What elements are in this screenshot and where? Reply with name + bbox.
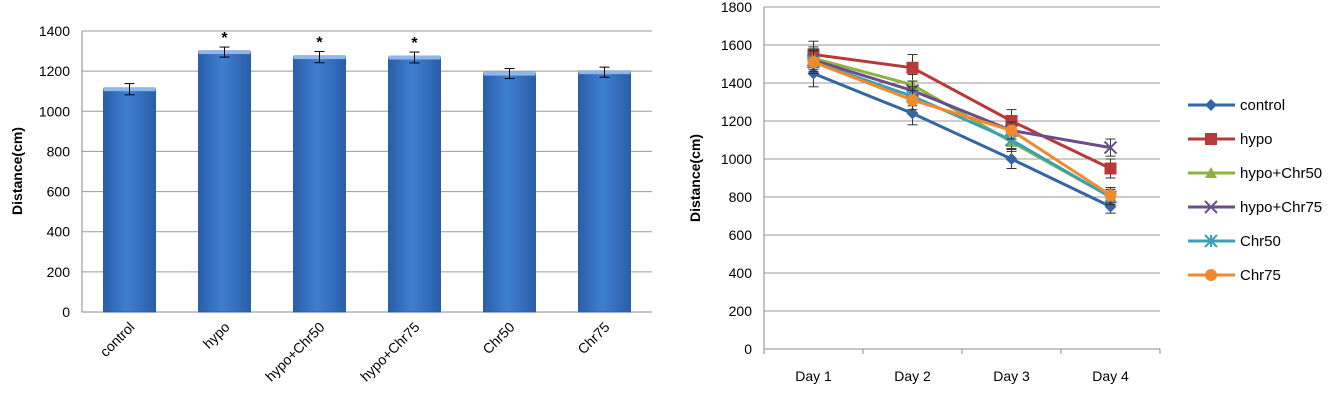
legend-item: hypo+Chr75: [1188, 199, 1322, 216]
line-y-tick-label: 1200: [721, 113, 752, 129]
bar-y-tick-label: 1000: [39, 103, 70, 119]
line-x-tick-label: Day 4: [1092, 368, 1129, 384]
line-x-tick-label: Day 2: [894, 368, 931, 384]
legend-marker: [1204, 234, 1218, 248]
data-point: [906, 94, 919, 107]
bar-x-tick-label: hypo: [200, 319, 233, 352]
series-hypo-chr75: [806, 48, 1118, 157]
legend-item: hypo: [1188, 131, 1273, 148]
legend-label: hypo+Chr75: [1240, 199, 1322, 216]
bar-x-tick-label: Chr75: [574, 319, 612, 357]
series-line: [812, 60, 1112, 197]
line-x-tick-label: Day 3: [993, 368, 1030, 384]
data-point: [1103, 140, 1118, 155]
significance-marker: *: [316, 34, 323, 51]
data-point: [1104, 200, 1117, 213]
legend-item: Chr75: [1188, 267, 1281, 284]
bar-y-tick-label: 800: [47, 143, 71, 159]
data-point: [807, 56, 820, 69]
series-line: [813, 58, 1111, 150]
significance-marker: *: [221, 30, 228, 47]
bar-chart: Distance(cm) 0 200 400 600 800 1000 1200 1400 co…: [9, 23, 652, 385]
line-y-tick-label: 1400: [721, 75, 752, 91]
bar-y-axis-title: Distance(cm): [9, 127, 25, 215]
bar-y-tick-label: 0: [62, 304, 70, 320]
bar-x-tick-label: hypo+Chr50: [262, 319, 328, 385]
data-point: [906, 61, 919, 74]
line-y-tick-label: 400: [729, 265, 753, 281]
bar: [103, 88, 156, 313]
line-chart: Distance(cm) 0 200 400 600 800 1000 1200 1400 16…: [687, 0, 1322, 384]
bar-x-tick-label: control: [97, 319, 138, 360]
line-y-tick-label: 800: [729, 189, 753, 205]
legend-marker: [1204, 200, 1218, 214]
legend-marker: [1205, 133, 1217, 145]
significance-marker: *: [411, 35, 418, 52]
bar-x-tick-label: Chr50: [479, 319, 517, 357]
bar: [388, 56, 441, 313]
bar: [483, 73, 536, 313]
bar-y-tick-label: 1200: [39, 63, 70, 79]
legend-label: Chr50: [1240, 233, 1281, 250]
legend-item: hypo+Chr50: [1188, 165, 1322, 182]
line-y-axis-title: Distance(cm): [687, 134, 703, 222]
data-point: [1005, 153, 1018, 165]
series-chr75: [807, 50, 1117, 204]
legend-label: control: [1240, 97, 1285, 114]
series-line: [812, 72, 1112, 208]
legend-label: hypo+Chr50: [1240, 165, 1322, 182]
line-y-tick-label: 600: [729, 227, 753, 243]
bar-y-tick-label: 400: [47, 224, 71, 240]
legend-marker: [1205, 167, 1217, 178]
legend-item: Chr50: [1188, 233, 1281, 250]
data-point: [1005, 115, 1018, 127]
bar: [578, 71, 631, 313]
legend-marker: [1205, 99, 1217, 111]
legend-label: Chr75: [1240, 267, 1281, 284]
series-hypo-chr50: [807, 46, 1117, 206]
bar: [198, 51, 251, 313]
legend-marker: [1205, 269, 1217, 281]
bar-y-tick-label: 600: [47, 184, 71, 200]
legend-item: control: [1188, 97, 1285, 114]
line-x-tick-label: Day 1: [795, 368, 832, 384]
data-point: [1104, 189, 1117, 202]
bar-y-tick-label: 200: [47, 264, 71, 280]
legend-label: hypo: [1240, 131, 1273, 148]
series-line: [813, 60, 1112, 199]
bar: [293, 56, 346, 313]
line-y-tick-label: 1000: [721, 151, 752, 167]
line-y-tick-label: 200: [729, 303, 753, 319]
bar-x-tick-label: hypo+Chr75: [357, 319, 423, 385]
data-point: [906, 107, 919, 120]
line-y-tick-label: 1800: [721, 0, 752, 15]
series-line: [813, 53, 1112, 170]
line-y-tick-label: 0: [744, 341, 752, 357]
bar-y-tick-label: 1400: [39, 23, 70, 39]
data-point: [1104, 162, 1117, 175]
data-point: [1005, 124, 1018, 137]
line-y-tick-label: 1600: [721, 37, 752, 53]
